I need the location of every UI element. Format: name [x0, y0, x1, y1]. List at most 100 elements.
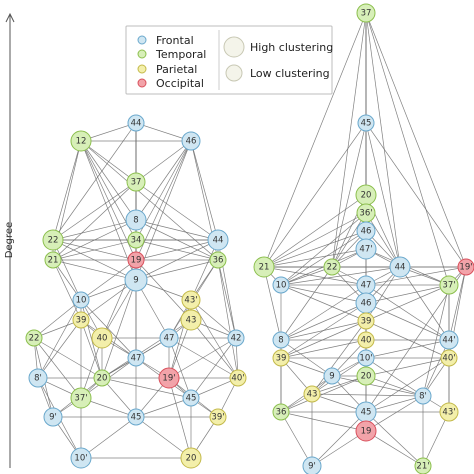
edge-right	[422, 339, 450, 397]
node-circle	[126, 172, 146, 192]
node-right-frontal: 46	[355, 292, 377, 314]
node-label: 45	[186, 394, 197, 404]
edge-right	[280, 284, 367, 341]
edge-left	[135, 140, 192, 281]
node-circle	[159, 328, 179, 348]
node-label: 47	[361, 281, 372, 291]
node-right-frontal: 10'	[357, 349, 375, 367]
node-label: 43	[186, 316, 197, 326]
edge-right	[365, 411, 424, 467]
node-label: 20	[97, 374, 108, 384]
node-circle	[124, 268, 148, 292]
node-circle	[414, 387, 432, 405]
node-right-temporal: 21	[253, 256, 275, 278]
edge-right	[365, 320, 450, 359]
node-right-temporal: 36	[272, 403, 290, 421]
node-label: 37'	[74, 394, 87, 404]
legend-label-high-clustering: High clustering	[250, 41, 333, 54]
node-left-occipital: 19	[127, 251, 145, 269]
node-label: 36	[213, 256, 224, 266]
edge-right	[263, 212, 367, 268]
node-left-parietal: 40'	[229, 369, 247, 387]
edge-right	[365, 302, 450, 341]
node-left-frontal: 10	[72, 291, 90, 309]
edge-left	[101, 279, 137, 379]
node-left-parietal: 39	[72, 311, 90, 329]
node-label: 46	[361, 227, 372, 237]
node-label: 45	[131, 413, 142, 423]
node-left-occipital: 19'	[158, 367, 180, 389]
node-circle	[457, 258, 474, 276]
node-label: 19	[131, 256, 142, 266]
node-circle	[414, 457, 432, 474]
node-right-frontal: 9'	[302, 456, 322, 474]
node-label: 47	[131, 354, 142, 364]
node-label: 9'	[308, 462, 316, 472]
degree-axis: Degree	[4, 12, 15, 468]
node-left-frontal: 44	[207, 229, 229, 251]
node-circle	[272, 349, 290, 367]
edge-right	[399, 266, 450, 341]
node-circle	[70, 130, 92, 152]
node-label: 37	[361, 9, 372, 19]
node-label: 39'	[211, 413, 224, 423]
edge-left	[217, 259, 239, 379]
node-right-temporal: 22	[323, 258, 341, 276]
node-circle	[127, 349, 145, 367]
edge-right	[365, 12, 467, 268]
node-circle	[182, 389, 200, 407]
node-label: 40'	[231, 374, 244, 384]
edge-right	[365, 12, 450, 286]
edge-right	[365, 122, 401, 268]
node-circle	[439, 275, 459, 295]
legend-item-temporal: Temporal	[137, 48, 206, 61]
edge-left	[168, 337, 192, 399]
edge-right	[263, 266, 282, 341]
edge-left	[33, 337, 103, 379]
edge-left	[190, 299, 237, 339]
edge-right	[280, 212, 367, 286]
edge-right	[280, 230, 367, 286]
edge-left	[80, 140, 137, 183]
node-label: 19'	[162, 374, 175, 384]
node-label: 8'	[34, 374, 42, 384]
edge-left	[168, 377, 192, 459]
edge-right	[280, 266, 333, 341]
node-circle	[253, 256, 275, 278]
node-left-temporal: 37	[126, 172, 146, 192]
edge-left	[52, 140, 82, 241]
node-label: 40	[361, 336, 372, 346]
edge-left	[37, 299, 82, 379]
node-left-frontal: 47	[159, 328, 179, 348]
node-right-frontal: 45	[357, 114, 375, 132]
node-label: 46	[361, 299, 372, 309]
legend-box	[125, 25, 333, 95]
node-left-temporal: 34	[127, 231, 145, 249]
node-label: 45	[361, 408, 372, 418]
node-label: 44'	[442, 336, 455, 346]
node-label: 44	[213, 236, 224, 246]
legend-item-high-clustering: High clustering	[223, 36, 333, 58]
node-left-parietal: 20	[180, 447, 202, 469]
node-label: 40'	[442, 354, 455, 364]
node-label: 43'	[184, 296, 197, 306]
edge-right	[280, 320, 367, 359]
edge-left	[135, 397, 192, 418]
node-label: 10	[76, 296, 87, 306]
edge-right	[331, 212, 367, 268]
node-left-frontal: 45	[127, 408, 145, 426]
node-right-temporal: 21'	[414, 457, 432, 474]
node-left-frontal: 9	[124, 268, 148, 292]
edge-left	[101, 377, 192, 399]
node-label: 40	[97, 334, 108, 344]
legend-swatch-occipital	[137, 78, 147, 88]
edge-left	[52, 239, 137, 261]
edge-left	[80, 319, 103, 379]
node-circle	[356, 3, 376, 23]
node-right-frontal: 47'	[355, 238, 377, 260]
node-label: 43'	[442, 408, 455, 418]
node-circle	[91, 327, 113, 349]
node-left-temporal: 22	[42, 229, 64, 251]
node-label: 20	[361, 191, 372, 201]
edge-left	[217, 259, 237, 339]
